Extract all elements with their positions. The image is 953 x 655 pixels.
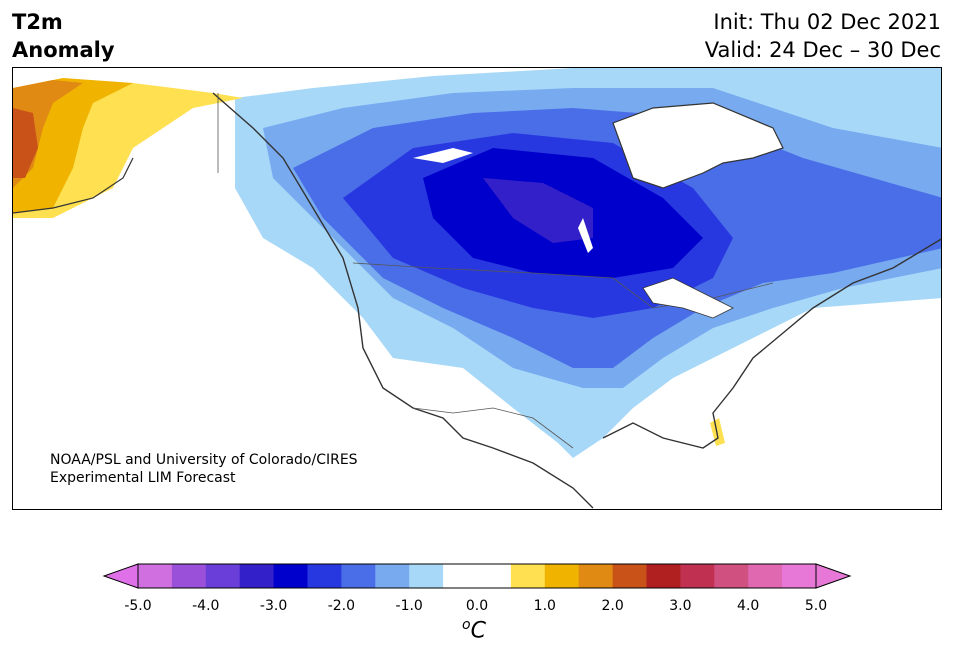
colorbar bbox=[102, 563, 852, 589]
colorbar-segment bbox=[375, 564, 410, 588]
credit-line-2: Experimental LIM Forecast bbox=[50, 470, 236, 486]
colorbar-border bbox=[137, 563, 817, 589]
colorbar-segment bbox=[307, 564, 342, 588]
init-date: Init: Thu 02 Dec 2021 bbox=[713, 10, 941, 34]
colorbar-tick-label: -3.0 bbox=[259, 598, 288, 614]
colorbar-tick-label: 3.0 bbox=[669, 598, 692, 614]
colorbar-segment bbox=[409, 564, 444, 588]
colorbar-tick-label: 5.0 bbox=[804, 598, 828, 614]
anomaly-label: Anomaly bbox=[12, 38, 115, 62]
coastline-east bbox=[602, 238, 941, 449]
colorbar-segment bbox=[612, 564, 647, 588]
map-canvas bbox=[13, 68, 941, 509]
colorbar-tick-label: 4.0 bbox=[737, 598, 760, 614]
colorbar-segment bbox=[171, 564, 207, 588]
colorbar-tick-label: 2.0 bbox=[601, 598, 624, 614]
anomaly-region-alaska-red bbox=[13, 108, 38, 178]
colorbar-segment bbox=[748, 564, 783, 588]
colorbar-segment bbox=[714, 564, 749, 588]
colorbar-segment bbox=[239, 564, 275, 588]
colorbar-segment bbox=[273, 564, 308, 588]
lake-winnipeg bbox=[578, 218, 593, 253]
colorbar-segment bbox=[544, 564, 580, 588]
colorbar-segment bbox=[477, 564, 512, 588]
colorbar-segment bbox=[341, 564, 376, 588]
colorbar-segment bbox=[680, 564, 715, 588]
coastline-west bbox=[212, 92, 594, 509]
coastline-alaska bbox=[13, 157, 134, 214]
colorbar-segment bbox=[138, 564, 173, 588]
colorbar-tick-label: -2.0 bbox=[327, 598, 356, 614]
colorbar-tick-label: -5.0 bbox=[124, 598, 152, 614]
forecast-dates: Init: Thu 02 Dec 2021 Valid: 24 Dec – 30… bbox=[705, 8, 941, 64]
map-title: T2m Anomaly bbox=[12, 8, 115, 64]
colorbar-segment bbox=[578, 564, 614, 588]
colorbar-tick-label: 0.0 bbox=[465, 598, 489, 614]
credit-text: NOAA/PSL and University of Colorado/CIRE… bbox=[50, 451, 358, 487]
colorbar-tick-label: 1.0 bbox=[533, 598, 556, 614]
border-us-mexico bbox=[412, 407, 574, 449]
great-slave-lake bbox=[413, 148, 473, 163]
colorbar-tick-label: -1.0 bbox=[395, 598, 423, 614]
credit-line-1: NOAA/PSL and University of Colorado/CIRE… bbox=[50, 452, 358, 468]
great-lakes bbox=[642, 277, 734, 319]
colorbar-segment bbox=[782, 564, 817, 588]
unit-label: oC bbox=[462, 617, 486, 644]
colorbar-max-extension bbox=[815, 563, 852, 589]
colorbar-segment bbox=[443, 564, 478, 588]
colorbar-min-extension bbox=[102, 563, 139, 589]
anomaly-region-purple bbox=[483, 178, 593, 243]
colorbar-tick-label: -4.0 bbox=[192, 598, 220, 614]
colorbar-segment bbox=[205, 564, 241, 588]
hudson-bay bbox=[612, 102, 784, 189]
colorbar-segment bbox=[646, 564, 681, 588]
variable-label: T2m bbox=[12, 10, 63, 34]
colorbar-segment bbox=[510, 564, 546, 588]
anomaly-map: NOAA/PSL and University of Colorado/CIRE… bbox=[12, 67, 942, 510]
valid-date: Valid: 24 Dec – 30 Dec bbox=[704, 38, 941, 62]
